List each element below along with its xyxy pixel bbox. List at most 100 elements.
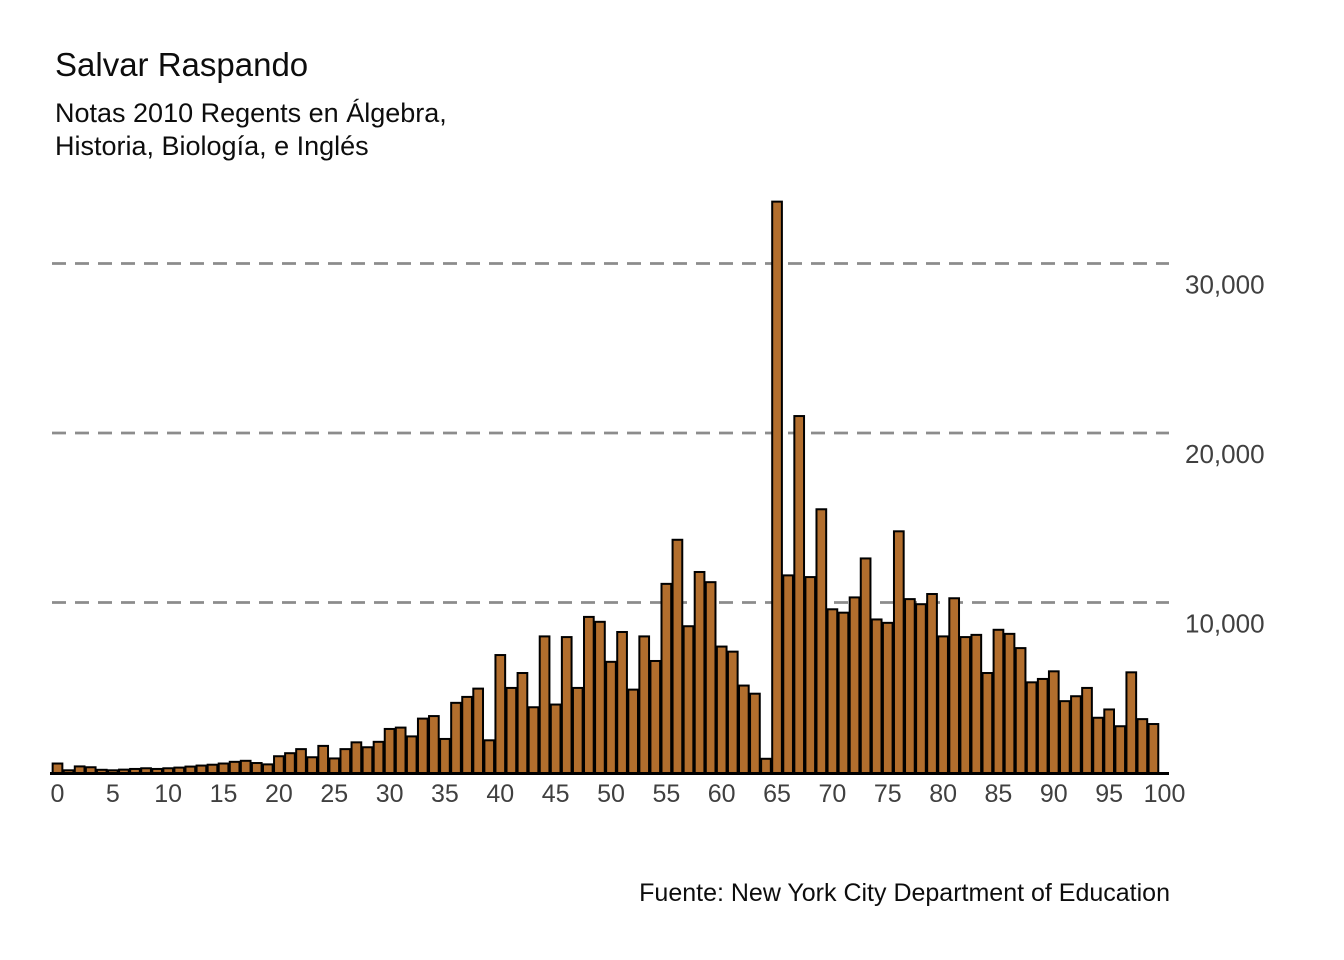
bar-score-37 xyxy=(461,695,473,774)
bar-score-74 xyxy=(870,618,883,775)
x-axis-label-75: 75 xyxy=(874,780,902,808)
subtitle-line-2: Historia, Biología, e Inglés xyxy=(55,131,369,161)
bar-score-52 xyxy=(627,688,639,774)
bar-score-48 xyxy=(583,615,595,774)
bar-score-95 xyxy=(1103,708,1116,775)
bar-score-29 xyxy=(372,740,385,775)
x-axis-label-0: 0 xyxy=(51,780,65,808)
x-axis-label-100: 100 xyxy=(1144,780,1186,808)
x-axis-label-55: 55 xyxy=(652,780,680,808)
y-axis-label-20000: 20,000 xyxy=(1185,439,1265,469)
bar-score-79 xyxy=(926,593,938,774)
bar-score-73 xyxy=(859,557,872,774)
bar-score-80 xyxy=(937,635,949,775)
bar-score-40 xyxy=(494,654,507,774)
bar-score-83 xyxy=(970,633,983,774)
bar-score-19 xyxy=(261,763,274,774)
bar-score-14 xyxy=(206,763,219,775)
bar-score-46 xyxy=(560,636,573,775)
bar-score-44 xyxy=(538,635,551,775)
bar-score-69 xyxy=(815,508,828,774)
bar-score-61 xyxy=(726,650,739,774)
bar-score-22 xyxy=(295,748,307,774)
x-axis-label-30: 30 xyxy=(376,780,404,808)
bar-score-15 xyxy=(217,762,230,774)
bar-score-78 xyxy=(915,603,927,774)
bar-score-26 xyxy=(339,748,352,774)
bar-score-71 xyxy=(837,611,850,774)
bar-score-24 xyxy=(317,744,330,775)
bar-score-77 xyxy=(904,598,916,774)
bar-score-60 xyxy=(715,645,728,775)
bar-score-30 xyxy=(383,727,396,775)
x-axis-label-80: 80 xyxy=(929,780,957,808)
chart-title: Salvar Raspando xyxy=(55,46,309,83)
bar-score-34 xyxy=(428,715,440,775)
bar-score-55 xyxy=(660,582,673,775)
bar-score-57 xyxy=(682,625,695,774)
bar-score-58 xyxy=(693,570,706,774)
bar-score-43 xyxy=(527,706,540,774)
bar-score-81 xyxy=(948,597,961,775)
x-axis-label-25: 25 xyxy=(320,780,348,808)
bar-score-27 xyxy=(350,741,363,775)
bar-score-67 xyxy=(793,415,806,774)
bar-score-0 xyxy=(51,762,64,774)
bar-score-49 xyxy=(594,620,606,774)
bar-score-39 xyxy=(483,739,496,774)
bar-score-25 xyxy=(328,757,341,775)
bar-score-84 xyxy=(981,672,994,775)
bar-score-99 xyxy=(1147,723,1160,775)
x-axis-label-95: 95 xyxy=(1095,780,1123,808)
x-axis-label-20: 20 xyxy=(265,780,293,808)
bar-score-42 xyxy=(516,672,529,775)
bar-score-86 xyxy=(1003,632,1016,774)
bar-score-91 xyxy=(1059,700,1071,775)
x-axis-label-15: 15 xyxy=(210,780,238,808)
bar-score-21 xyxy=(284,752,296,775)
bar-score-45 xyxy=(549,703,562,774)
x-axis-label-85: 85 xyxy=(985,780,1013,808)
bar-score-88 xyxy=(1025,681,1038,775)
bar-score-70 xyxy=(826,608,839,775)
bar-score-72 xyxy=(848,596,861,774)
bar-score-31 xyxy=(394,726,407,775)
x-axis-label-5: 5 xyxy=(106,780,120,808)
bar-score-90 xyxy=(1047,670,1060,775)
bar-score-41 xyxy=(505,686,518,774)
bar-score-98 xyxy=(1136,718,1149,774)
bar-score-68 xyxy=(804,576,817,775)
bar-score-56 xyxy=(671,538,684,775)
bar-score-62 xyxy=(737,684,750,774)
y-axis-label-10000: 10,000 xyxy=(1185,609,1265,639)
source-credit: Fuente: New York City Department of Educ… xyxy=(639,879,1170,907)
x-axis-label-90: 90 xyxy=(1040,780,1068,808)
bar-score-53 xyxy=(638,635,651,775)
bar-score-64 xyxy=(760,757,772,775)
bar-score-32 xyxy=(405,735,418,774)
bar-score-96 xyxy=(1114,725,1127,775)
x-axis-label-50: 50 xyxy=(597,780,625,808)
x-axis-label-60: 60 xyxy=(708,780,736,808)
x-axis-label-70: 70 xyxy=(818,780,846,808)
x-axis-label-35: 35 xyxy=(431,780,459,808)
bar-score-76 xyxy=(892,530,905,774)
bar-score-17 xyxy=(239,759,252,774)
bar-score-85 xyxy=(992,628,1005,774)
bar-score-36 xyxy=(450,701,462,775)
bar-score-63 xyxy=(749,692,761,774)
bar-score-59 xyxy=(704,581,717,774)
bar-score-65 xyxy=(771,200,783,774)
subtitle-line-1: Notas 2010 Regents en Álgebra, xyxy=(55,98,447,128)
bar-score-28 xyxy=(361,746,374,774)
bar-score-92 xyxy=(1070,695,1082,774)
y-axis-label-30000: 30,000 xyxy=(1185,270,1265,300)
bar-score-87 xyxy=(1014,647,1027,774)
x-axis-label-65: 65 xyxy=(763,780,791,808)
bar-score-18 xyxy=(250,762,263,775)
bar-score-82 xyxy=(959,636,972,775)
bar-score-89 xyxy=(1036,677,1049,774)
bar-score-94 xyxy=(1092,716,1104,775)
bar-score-66 xyxy=(782,574,794,774)
